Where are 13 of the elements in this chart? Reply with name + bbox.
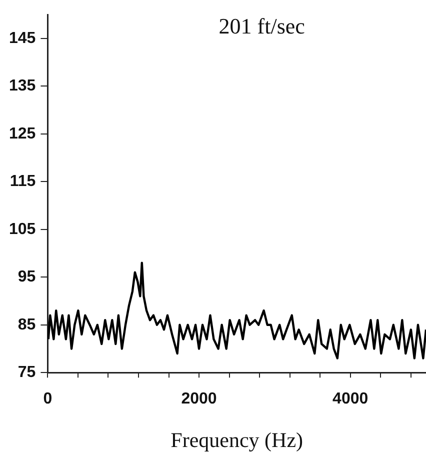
y-tick-label: 125 <box>8 125 36 142</box>
x-tick-label: 4000 <box>332 390 368 408</box>
y-tick-label: 75 <box>18 364 36 382</box>
y-tick-label: 145 <box>8 30 36 47</box>
y-tick-label: 115 <box>10 173 36 190</box>
y-tick-label: 85 <box>18 316 36 334</box>
y-tick-label: 135 <box>8 78 36 95</box>
x-axis-title: Frequency (Hz) <box>170 428 304 452</box>
chart-title: 201 ft/sec <box>218 13 306 38</box>
y-tick-label: 105 <box>8 220 36 238</box>
y-tick-label: 95 <box>18 268 36 286</box>
x-tick-label: 0 <box>43 390 52 408</box>
x-tick-label: 2000 <box>181 390 217 408</box>
